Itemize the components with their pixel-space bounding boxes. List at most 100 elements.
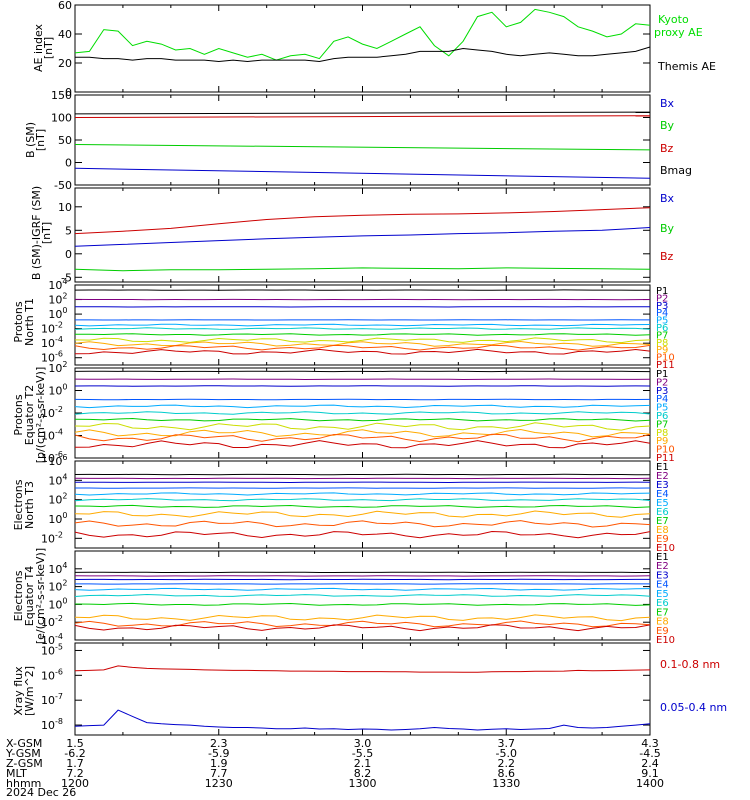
bres-ylabel: B (SM)-IGRF (SM) [nT] bbox=[30, 186, 53, 280]
panel-1: 0 20 40 60 bbox=[58, 0, 651, 99]
panel-6-legend-e7: E7 bbox=[656, 516, 669, 527]
panel-7-legend-e7: E7 bbox=[656, 607, 669, 618]
panel-5: 10210010-210-410-6P1P2P3P4P5P6P7P8P9P10P… bbox=[41, 360, 675, 465]
panel-2-ytick-label: -50 bbox=[54, 179, 72, 192]
p2-title-b: Equator T2 bbox=[23, 385, 36, 445]
panel-4-channel-p9 bbox=[74, 340, 651, 347]
panel-5-ytick-label-exp: 0 bbox=[62, 383, 67, 392]
panel-4-legend-p8: P8 bbox=[656, 338, 668, 349]
panel-6-ytick-label: 106 bbox=[48, 453, 67, 468]
panel-4-legend-p9: P9 bbox=[656, 345, 668, 356]
panel-4-legend-p6: P6 bbox=[656, 323, 668, 334]
panel-5-ytick-label-exp: 2 bbox=[62, 360, 67, 369]
panel-5-ytick-label: 10-4 bbox=[41, 428, 63, 443]
panel-5-ytick-label-exp: -6 bbox=[55, 450, 63, 459]
ae-ylabel-text: AE index bbox=[32, 23, 45, 72]
panel-6-legend-e3: E3 bbox=[656, 480, 669, 491]
panel-5-channel-p8 bbox=[74, 422, 651, 431]
panel-8-ytick-label-base: 10 bbox=[41, 694, 55, 707]
panel-5-ytick-label-exp: -4 bbox=[55, 428, 63, 437]
xray-ylabel: Xray flux [W/m^2] bbox=[12, 666, 36, 716]
panel-5-channel-p11 bbox=[74, 440, 651, 449]
panel-8-ytick-label: 10-7 bbox=[41, 692, 63, 707]
panel-4-ytick-label-exp: 4 bbox=[62, 277, 67, 286]
axis-row-value: 7.2 bbox=[66, 767, 84, 780]
panel-4-channel-p8 bbox=[74, 337, 651, 344]
p1-title-b: North T1 bbox=[23, 298, 36, 346]
panel-5-legend-p6: P6 bbox=[656, 411, 668, 422]
e2-title-b: Equator T4 bbox=[23, 566, 36, 626]
panel-6-legend-e4: E4 bbox=[656, 489, 669, 500]
panel-7-legend-e1: E1 bbox=[656, 552, 669, 563]
panel-1-series-themis-ae bbox=[75, 46, 651, 63]
panel-6-channel-e10 bbox=[74, 530, 651, 539]
panel-7-ytick-label: 104 bbox=[48, 561, 67, 576]
panel-4-legend-p3: P3 bbox=[656, 301, 668, 312]
panel-8-series-0-05-0-4-nm bbox=[74, 709, 651, 731]
axis-row-value: 8.6 bbox=[498, 767, 516, 780]
panel-4-ytick-label-exp: 0 bbox=[62, 306, 67, 315]
axis-row-value: 2.1 bbox=[354, 757, 372, 770]
panel-6-channel-e7 bbox=[74, 504, 651, 509]
panel-6-channel-e9 bbox=[74, 520, 651, 528]
panel-6-ytick-label-exp: 2 bbox=[62, 492, 67, 501]
b-ylabel: B (SM) [nT] bbox=[24, 122, 47, 158]
b1-legend-bmag: Bmag bbox=[660, 164, 692, 177]
panel-4-ytick-label-base: 10 bbox=[48, 294, 62, 307]
panel-4-ytick-label-exp: -6 bbox=[55, 350, 63, 359]
axis-row-value: -5.9 bbox=[208, 747, 229, 760]
axis-row-value: -5.0 bbox=[496, 747, 517, 760]
panel-1-ytick-label: 20 bbox=[58, 57, 72, 70]
panel-4-legend-p11: P11 bbox=[656, 360, 675, 371]
panel-7-legend-e5: E5 bbox=[656, 589, 669, 600]
axis-row-value: 4.3 bbox=[641, 737, 659, 750]
panel-4-ytick-label: 104 bbox=[48, 277, 67, 292]
panel-6-ytick-label-exp: 4 bbox=[62, 472, 67, 481]
bres-ylabel-text: B (SM)-IGRF (SM) bbox=[30, 186, 43, 280]
panel-4: 10410210010-210-410-6P1P2P3P4P5P6P7P8P9P… bbox=[41, 277, 675, 371]
panel-4-channel-p6 bbox=[74, 327, 651, 330]
panel-7-ytick-label-base: 10 bbox=[41, 616, 55, 629]
panel-4-ytick-label-exp: 2 bbox=[62, 292, 67, 301]
panel-2-series-bmag bbox=[74, 111, 651, 115]
panel-7-ytick-label-base: 10 bbox=[48, 563, 62, 576]
axis-row-value: 7.7 bbox=[210, 767, 228, 780]
panel-5-legend-p11: P11 bbox=[656, 453, 675, 464]
panel-2-ytick-label: 50 bbox=[58, 134, 72, 147]
panel-6-legend-e5: E5 bbox=[656, 498, 669, 509]
panel-6-legend-e1: E1 bbox=[656, 462, 669, 473]
panel-7-channel-e10 bbox=[74, 624, 651, 632]
panel-5-legend-p8: P8 bbox=[656, 428, 668, 439]
panel-4-ytick-label-base: 10 bbox=[48, 279, 62, 292]
panel-8-ytick-label-exp: -5 bbox=[55, 642, 63, 651]
panel-2-series-by bbox=[74, 144, 651, 151]
panel-6-ytick-label-base: 10 bbox=[48, 513, 62, 526]
panel-4-channel-p10 bbox=[74, 344, 651, 351]
panel-7-ytick-label-exp: 2 bbox=[62, 579, 67, 588]
xray-legend-short: 0.05-0.4 nm bbox=[660, 701, 727, 714]
b2-legend-by: By bbox=[660, 222, 675, 235]
panel-5-channel-p10 bbox=[74, 433, 651, 443]
p1-ylabel: Protons North T1 bbox=[12, 298, 36, 346]
xray-title-a: Xray flux bbox=[12, 666, 25, 716]
e2-title-a: Electrons bbox=[12, 570, 25, 621]
panel-4-ytick-label-base: 10 bbox=[41, 323, 55, 336]
b1-legend-bx: Bx bbox=[660, 97, 675, 110]
axis-row-value: 8.2 bbox=[354, 767, 372, 780]
panel-7-channel-e7 bbox=[74, 602, 651, 606]
e1-title-b: North T3 bbox=[23, 481, 36, 529]
panel-6-ytick-label-base: 10 bbox=[48, 494, 62, 507]
panel-5-channel-p6 bbox=[74, 411, 651, 415]
date-label: 2024 Dec 26 bbox=[6, 786, 76, 799]
ae-ylabel: AE index [nT] bbox=[32, 23, 55, 72]
panel-5-ytick-label-base: 10 bbox=[41, 452, 55, 465]
panel-3-series-bz bbox=[74, 207, 651, 235]
b1-legend-by: By bbox=[660, 119, 675, 132]
panel-7-ytick-label-exp: 4 bbox=[62, 561, 67, 570]
panel-4-channel-p11 bbox=[74, 348, 651, 355]
panel-6-ytick-label: 10-2 bbox=[41, 530, 63, 545]
axis-row-value: -5.5 bbox=[352, 747, 373, 760]
panel-4-ytick-label-base: 10 bbox=[41, 337, 55, 350]
